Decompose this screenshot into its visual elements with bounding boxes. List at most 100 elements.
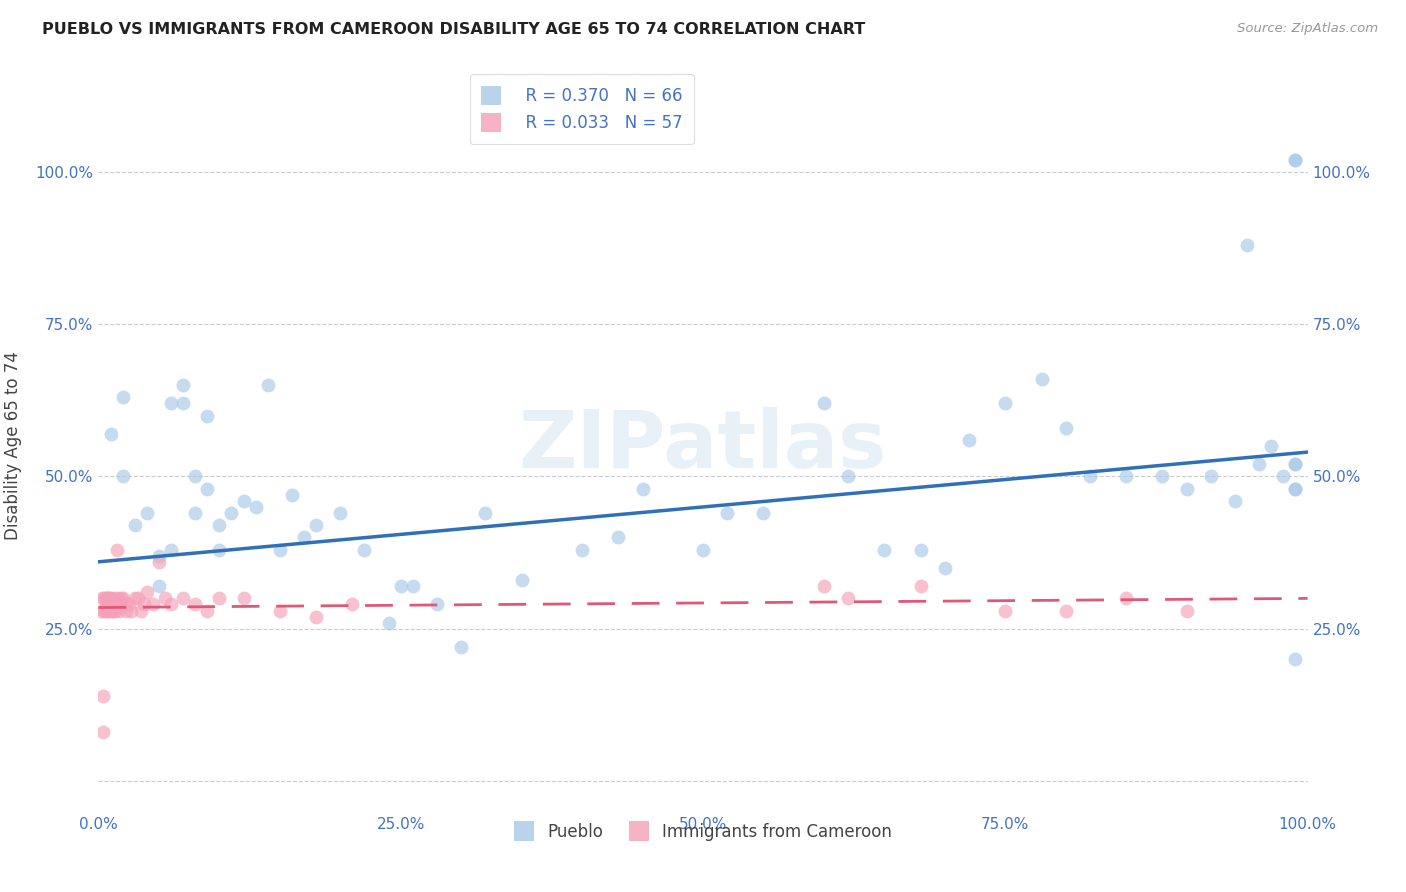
Point bbox=[474, 506, 496, 520]
Point bbox=[115, 603, 138, 617]
Point bbox=[1175, 482, 1198, 496]
Point bbox=[91, 725, 114, 739]
Point bbox=[111, 591, 134, 606]
Point bbox=[98, 598, 121, 612]
Point bbox=[160, 542, 183, 557]
Point bbox=[172, 378, 194, 392]
Point bbox=[994, 396, 1017, 410]
Point bbox=[1284, 482, 1306, 496]
Point bbox=[305, 609, 328, 624]
Point bbox=[1236, 237, 1258, 252]
Point bbox=[172, 591, 194, 606]
Point bbox=[100, 603, 122, 617]
Point bbox=[873, 542, 896, 557]
Point bbox=[1284, 457, 1306, 471]
Point bbox=[1272, 469, 1295, 483]
Point bbox=[1054, 603, 1077, 617]
Point bbox=[245, 500, 267, 514]
Point bbox=[389, 579, 412, 593]
Point bbox=[111, 469, 134, 483]
Point bbox=[1152, 469, 1174, 483]
Point bbox=[752, 506, 775, 520]
Point bbox=[1284, 153, 1306, 167]
Point bbox=[105, 598, 128, 612]
Point bbox=[93, 591, 115, 606]
Point bbox=[97, 598, 120, 612]
Point bbox=[100, 426, 122, 441]
Point bbox=[195, 603, 218, 617]
Point bbox=[256, 378, 278, 392]
Point bbox=[101, 603, 124, 617]
Point bbox=[111, 390, 134, 404]
Point bbox=[692, 542, 714, 557]
Text: Source: ZipAtlas.com: Source: ZipAtlas.com bbox=[1237, 22, 1378, 36]
Point bbox=[910, 579, 932, 593]
Point bbox=[100, 603, 122, 617]
Text: ZIPatlas: ZIPatlas bbox=[519, 407, 887, 485]
Point bbox=[269, 542, 291, 557]
Point bbox=[160, 598, 183, 612]
Point bbox=[108, 603, 131, 617]
Point bbox=[994, 603, 1017, 617]
Point bbox=[305, 518, 328, 533]
Point bbox=[353, 542, 375, 557]
Point bbox=[142, 598, 165, 612]
Point bbox=[1031, 372, 1053, 386]
Point bbox=[1249, 457, 1271, 471]
Point bbox=[232, 493, 254, 508]
Point bbox=[100, 598, 122, 612]
Point bbox=[120, 603, 142, 617]
Point bbox=[571, 542, 593, 557]
Point bbox=[208, 591, 231, 606]
Point bbox=[104, 603, 127, 617]
Point bbox=[97, 591, 120, 606]
Point bbox=[1199, 469, 1222, 483]
Point bbox=[342, 598, 364, 612]
Point bbox=[148, 555, 170, 569]
Point bbox=[100, 591, 122, 606]
Point bbox=[93, 603, 115, 617]
Point bbox=[108, 598, 131, 612]
Point bbox=[114, 598, 136, 612]
Point bbox=[837, 469, 859, 483]
Point bbox=[208, 518, 231, 533]
Point bbox=[124, 518, 146, 533]
Point bbox=[153, 591, 176, 606]
Point bbox=[184, 506, 207, 520]
Point bbox=[1115, 591, 1137, 606]
Point bbox=[118, 598, 141, 612]
Point bbox=[837, 591, 859, 606]
Point bbox=[96, 598, 118, 612]
Point bbox=[94, 591, 117, 606]
Point bbox=[934, 561, 956, 575]
Point bbox=[1284, 457, 1306, 471]
Point bbox=[134, 598, 156, 612]
Point bbox=[107, 591, 129, 606]
Point bbox=[124, 591, 146, 606]
Point bbox=[184, 469, 207, 483]
Point bbox=[1284, 652, 1306, 666]
Point bbox=[402, 579, 425, 593]
Point bbox=[269, 603, 291, 617]
Point bbox=[160, 396, 183, 410]
Point bbox=[1284, 482, 1306, 496]
Point bbox=[127, 591, 149, 606]
Point bbox=[184, 598, 207, 612]
Point bbox=[631, 482, 654, 496]
Point bbox=[292, 530, 315, 544]
Point bbox=[172, 396, 194, 410]
Point bbox=[195, 482, 218, 496]
Point bbox=[450, 640, 472, 655]
Point bbox=[957, 433, 980, 447]
Point bbox=[135, 506, 157, 520]
Point bbox=[129, 603, 152, 617]
Point bbox=[148, 549, 170, 563]
Point bbox=[329, 506, 352, 520]
Point bbox=[135, 585, 157, 599]
Point bbox=[426, 598, 449, 612]
Point bbox=[208, 542, 231, 557]
Point bbox=[91, 591, 114, 606]
Point bbox=[148, 579, 170, 593]
Point bbox=[105, 542, 128, 557]
Text: PUEBLO VS IMMIGRANTS FROM CAMEROON DISABILITY AGE 65 TO 74 CORRELATION CHART: PUEBLO VS IMMIGRANTS FROM CAMEROON DISAB… bbox=[42, 22, 866, 37]
